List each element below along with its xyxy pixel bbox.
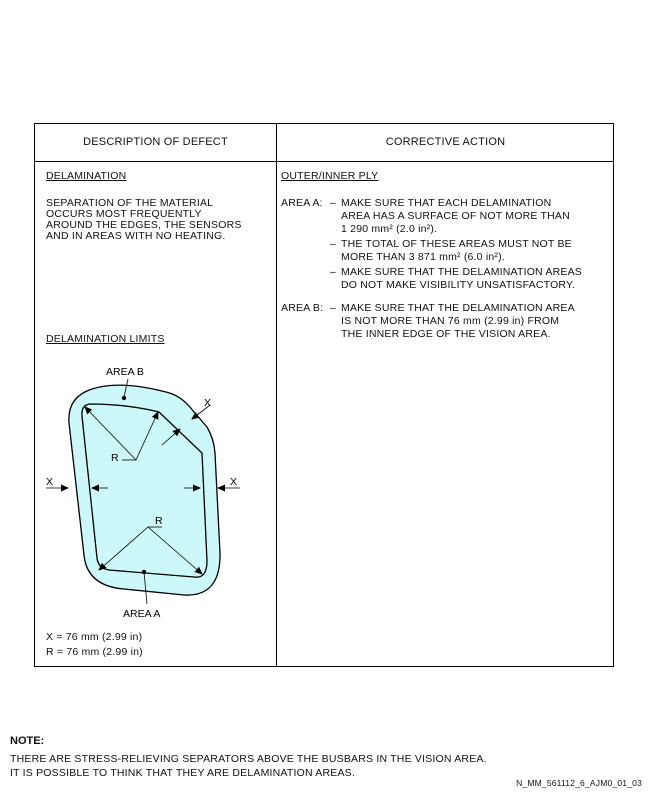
bottom-r-arrow-left [98,526,149,571]
left-x-label: X [46,476,53,488]
inner-vision-area-outline [81,403,208,578]
corner-x-arrow-outer [191,404,211,420]
area-b-label: AREA B: [281,302,324,314]
area-b-item-1-line-3: THE INNER EDGE OF THE VISION AREA. [341,328,551,340]
area-a-item-2-line-2: MORE THAN 3 871 mm² (6.0 in²). [341,251,505,263]
defect-line-1: SEPARATION OF THE MATERIAL [46,197,214,209]
area-a-item-3: – MAKE SURE THAT THE DELAMINATION AREAS … [330,266,582,329]
corner-x-arrow-inner [161,428,181,446]
area-a-item-1-line-1: MAKE SURE THAT EACH DELAMINATION [341,197,552,209]
area-a-leader [143,571,148,605]
header-description: DESCRIPTION OF DEFECT [83,136,228,148]
area-a-item-3-line-2: DO NOT MAKE VISIBILITY UNSATISFACTORY. [341,279,575,291]
area-a-item-1-line-3: 1 290 mm² (2.0 in²). [341,223,438,235]
note-line-1: THERE ARE STRESS-RELIEVING SEPARATORS AB… [10,753,487,765]
area-b-dot [121,395,127,401]
area-a-item-2: – THE TOTAL OF THESE AREAS MUST NOT BE M… [330,238,572,301]
bottom-r-label: R [155,515,163,527]
figure-reference: N_MM_561112_6_AJM0_01_03 [516,778,642,788]
right-x-label: X [230,476,237,488]
area-a-item-1-line-2: AREA HAS A SURFACE OF NOT MORE THAN [341,210,570,222]
legend-x: X = 76 mm (2.99 in) [46,631,143,643]
area-a-item-3-line-1: MAKE SURE THAT THE DELAMINATION AREAS [341,266,582,278]
defect-title: DELAMINATION [46,170,127,182]
corner-x-label: X [204,397,211,409]
defect-line-4: AND IN AREAS WITH NO HEATING. [46,230,226,242]
dash: – [330,302,337,314]
legend-r: R = 76 mm (2.99 in) [46,646,143,658]
top-r-arrow-right [135,411,159,461]
defect-line-3: AROUND THE EDGES, THE SENSORS [46,219,242,231]
area-a-item-2-line-1: THE TOTAL OF THESE AREAS MUST NOT BE [341,238,572,250]
top-r-label: R [111,452,119,464]
column-divider [276,124,277,666]
note-title: NOTE: [10,735,45,747]
area-b-actions: AREA B: – MAKE SURE THAT THE DELAMINATIO… [281,302,611,352]
defect-table: DESCRIPTION OF DEFECT CORRECTIVE ACTION … [34,123,614,667]
dash: – [330,197,337,209]
delamination-limits-title: DELAMINATION LIMITS [46,333,165,345]
area-b-leader [123,378,129,398]
header-corrective-action: CORRECTIVE ACTION [385,136,506,148]
delamination-limits-diagram: R R X X X AREA B AREA A [46,366,240,620]
area-a-label: AREA A: [281,197,323,209]
defect-line-2: OCCURS MOST FREQUENTLY [46,208,202,220]
area-a-item-1: – MAKE SURE THAT EACH DELAMINATION AREA … [330,197,570,272]
note-line-2: IT IS POSSIBLE TO THINK THAT THEY ARE DE… [10,767,355,779]
dash: – [330,238,337,250]
action-heading: OUTER/INNER PLY [281,170,379,182]
header-divider [35,161,613,162]
area-b-item-1-line-1: MAKE SURE THAT THE DELAMINATION AREA [341,302,575,314]
area-b-item-1-line-2: IS NOT MORE THAN 76 mm (2.99 in) FROM [341,315,560,327]
bottom-r-arrow-right [147,526,203,575]
dash: – [330,266,337,278]
area-a-actions: AREA A: – MAKE SURE THAT EACH DELAMINATI… [281,197,611,297]
top-r-arrow-left [84,406,137,461]
area-a-label: AREA A [123,608,160,620]
area-b-label: AREA B [106,366,144,378]
area-b-item-1: – MAKE SURE THAT THE DELAMINATION AREA I… [330,302,575,377]
